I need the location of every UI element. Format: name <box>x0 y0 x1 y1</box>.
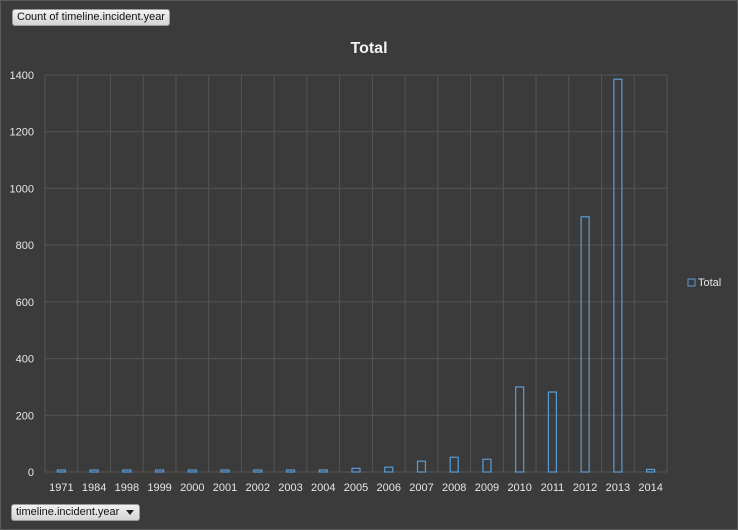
chevron-down-icon[interactable] <box>126 510 135 515</box>
y-tick-label: 1000 <box>10 183 34 195</box>
bar-2013 <box>613 78 623 473</box>
bar-1998 <box>122 469 132 473</box>
bars <box>56 78 656 473</box>
bar-2003 <box>285 469 296 473</box>
bar-2010 <box>515 386 525 473</box>
x-tick-label: 2009 <box>475 482 499 494</box>
y-tick-label: 0 <box>28 467 34 479</box>
bar-2001 <box>220 469 230 473</box>
x-tick-label: 2001 <box>213 482 237 494</box>
x-tick-label: 2000 <box>180 482 204 494</box>
x-tick-label: 2007 <box>409 482 433 494</box>
x-tick-label: 2003 <box>278 482 302 494</box>
legend-swatch <box>687 278 696 287</box>
x-axis: 1971 1984 1998 1999 2000 2001 2002 2003 2004 2005… <box>49 482 663 494</box>
bar-2009 <box>482 458 492 473</box>
y-tick-label: 1200 <box>10 127 34 139</box>
value-field-button[interactable]: Count of timeline.incident.year <box>12 9 170 26</box>
bar-1984 <box>89 469 99 473</box>
x-tick-label: 2014 <box>638 482 662 494</box>
x-tick-label: 1999 <box>147 482 171 494</box>
bar-2011 <box>547 391 558 473</box>
bar-2004 <box>318 469 328 473</box>
bar-2005 <box>351 467 361 473</box>
y-tick-label: 200 <box>16 410 34 422</box>
x-tick-label: 2013 <box>606 482 630 494</box>
x-tick-label: 2011 <box>541 482 565 494</box>
x-tick-label: 2006 <box>376 482 400 494</box>
x-tick-label: 2005 <box>344 482 368 494</box>
axis-field-button[interactable]: timeline.incident.year <box>11 504 141 521</box>
bar-2002 <box>253 469 263 473</box>
x-tick-label: 1998 <box>115 482 139 494</box>
x-tick-label: 1971 <box>49 482 73 494</box>
bar-2006 <box>384 466 394 473</box>
bar-2014 <box>646 468 656 473</box>
bar-1971 <box>56 469 66 473</box>
bar-2000 <box>187 469 197 473</box>
x-tick-label: 2002 <box>246 482 270 494</box>
x-tick-label: 2010 <box>507 482 531 494</box>
x-tick-label: 2004 <box>311 482 335 494</box>
y-tick-label: 800 <box>16 240 34 252</box>
gridlines <box>44 74 668 473</box>
y-tick-label: 1400 <box>10 70 34 82</box>
axis-field-label: timeline.incident.year <box>16 506 120 518</box>
x-tick-label: 1984 <box>82 482 106 494</box>
chart-title: Total <box>350 40 387 57</box>
y-axis: 0 200 400 600 800 1000 1200 1400 <box>10 70 34 479</box>
bar-2012 <box>580 216 590 473</box>
y-tick-label: 600 <box>16 297 34 309</box>
legend: Total <box>687 277 721 289</box>
bar-2008 <box>449 456 459 473</box>
legend-label: Total <box>698 277 721 289</box>
y-tick-label: 400 <box>16 354 34 366</box>
bar-1999 <box>154 469 165 473</box>
bar-2007 <box>416 460 427 473</box>
x-tick-label: 2008 <box>442 482 466 494</box>
x-tick-label: 2012 <box>573 482 597 494</box>
